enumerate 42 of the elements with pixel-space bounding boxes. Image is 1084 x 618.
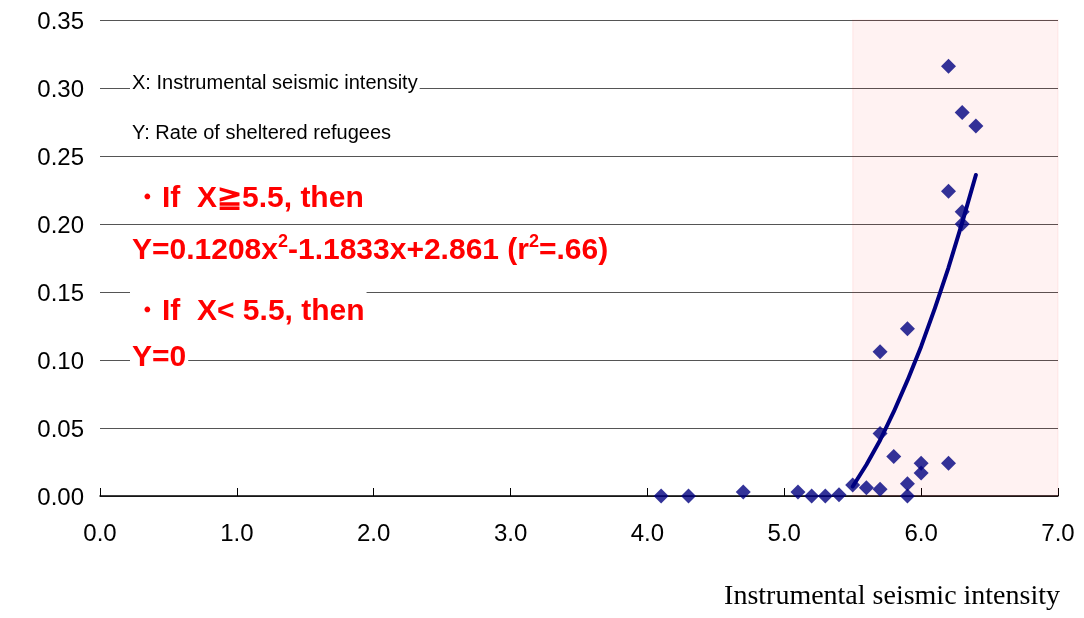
annotation: Y=0 xyxy=(132,338,187,372)
point xyxy=(858,480,874,496)
point xyxy=(913,455,929,471)
x-tick-label: 5.0 xyxy=(767,518,801,546)
point xyxy=(790,484,806,500)
y-tick-label: 0.25 xyxy=(37,142,84,170)
point xyxy=(872,481,888,497)
point xyxy=(954,104,970,120)
point xyxy=(941,455,957,471)
x-tick-label: 0.0 xyxy=(83,518,117,546)
point xyxy=(941,183,957,199)
point xyxy=(735,484,751,500)
point xyxy=(899,476,915,492)
y-tick-label: 0.00 xyxy=(37,482,84,510)
x-tick-label: 1.0 xyxy=(220,518,254,546)
point xyxy=(680,488,696,504)
x-tick-label: 3.0 xyxy=(493,518,528,546)
point xyxy=(968,118,984,134)
annotation: ・If X≧5.5, then xyxy=(132,179,364,213)
y-tick-label: 0.10 xyxy=(37,346,84,374)
y-tick-label: 0.05 xyxy=(37,414,84,442)
annotation: ・If X< 5.5, then xyxy=(132,292,365,326)
point xyxy=(899,321,915,337)
point xyxy=(886,449,902,465)
point xyxy=(804,488,820,504)
y-tick-label: 0.20 xyxy=(37,210,84,238)
annotation: X: Instrumental seismic intensity xyxy=(132,71,418,93)
x-tick-label: 4.0 xyxy=(630,518,665,546)
annotation: Y: Rate of sheltered refugees xyxy=(132,121,392,143)
point xyxy=(817,488,833,504)
y-tick-label: 0.30 xyxy=(37,74,84,102)
point xyxy=(831,487,847,503)
y-tick-label: 0.35 xyxy=(37,6,84,34)
point xyxy=(941,58,957,74)
y-tick-label: 0.15 xyxy=(37,278,84,306)
x-tick-label: 7.0 xyxy=(1041,518,1075,546)
x-tick-label: 2.0 xyxy=(357,518,391,546)
point xyxy=(872,344,888,360)
point xyxy=(899,488,915,504)
point xyxy=(653,488,669,504)
x-tick-label: 6.0 xyxy=(904,518,938,546)
x-axis-title: Instrumental seismic intensity xyxy=(724,578,1061,610)
